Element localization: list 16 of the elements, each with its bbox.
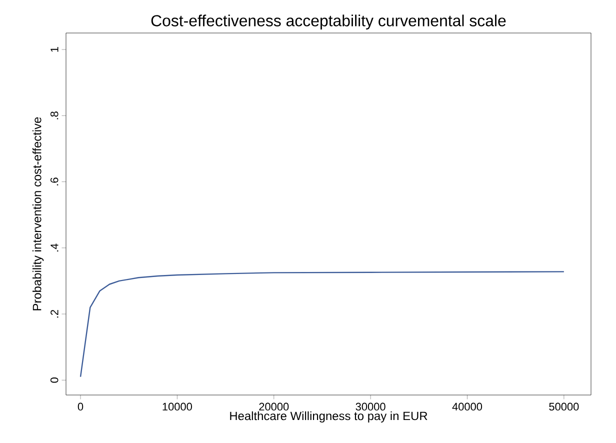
y-tick-label: 1 <box>50 47 58 52</box>
y-tick-label: .4 <box>50 244 58 252</box>
y-tick-label: .6 <box>50 178 58 186</box>
x-tick-label: 50000 <box>549 402 579 411</box>
y-tick-label: 0 <box>50 378 58 383</box>
y-axis-title: Probability intervention cost-effective <box>32 117 44 310</box>
x-axis-title: Healthcare Willingness to pay in EUR <box>230 411 428 423</box>
y-tick-label: .8 <box>50 112 58 120</box>
x-tick-label: 20000 <box>259 402 289 411</box>
line-series <box>80 271 565 378</box>
x-tick-label: 30000 <box>356 402 386 411</box>
chart-title: Cost-effectiveness acceptability curvemental scale <box>151 14 506 30</box>
x-tick-label: 40000 <box>452 402 482 411</box>
x-tick-label: 10000 <box>162 402 192 411</box>
x-tick-label: 0 <box>78 402 84 411</box>
y-tick-label: .2 <box>50 310 58 318</box>
